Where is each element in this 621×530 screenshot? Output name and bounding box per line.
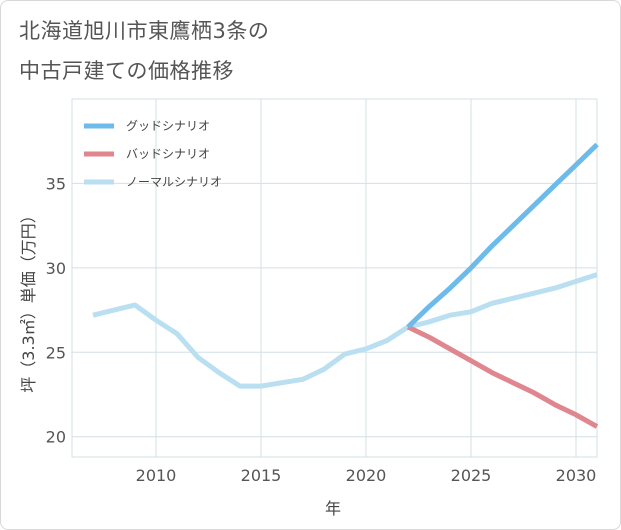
y-tick-label: 25 [46, 343, 66, 362]
x-tick-label: 2010 [136, 466, 177, 485]
x-tick-label: 2030 [556, 466, 597, 485]
legend-label-0: グッドシナリオ [126, 119, 210, 133]
y-tick-label: 20 [46, 428, 66, 447]
grid [71, 98, 598, 458]
y-tick-label: 30 [46, 259, 66, 278]
y-tick-label: 35 [46, 174, 66, 193]
plot-area-border [71, 98, 598, 458]
y-axis-label: 坪（3.3㎡）単価（万円） [19, 207, 38, 392]
chart-title-line2: 中古戸建ての価格推移 [19, 59, 234, 83]
x-tick-label: 2015 [241, 466, 282, 485]
series-line-1 [406, 324, 599, 429]
chart-title-line1: 北海道旭川市東鷹栖3条の [19, 19, 270, 43]
series-lines [92, 142, 599, 429]
series-line-2 [92, 272, 598, 389]
legend-label-1: バッドシナリオ [126, 147, 210, 161]
x-axis-label: 年 [325, 499, 341, 518]
x-tick-label: 2025 [451, 466, 492, 485]
series-line-0 [406, 142, 599, 329]
legend-label-2: ノーマルシナリオ [126, 175, 222, 189]
x-tick-label: 2020 [346, 466, 387, 485]
